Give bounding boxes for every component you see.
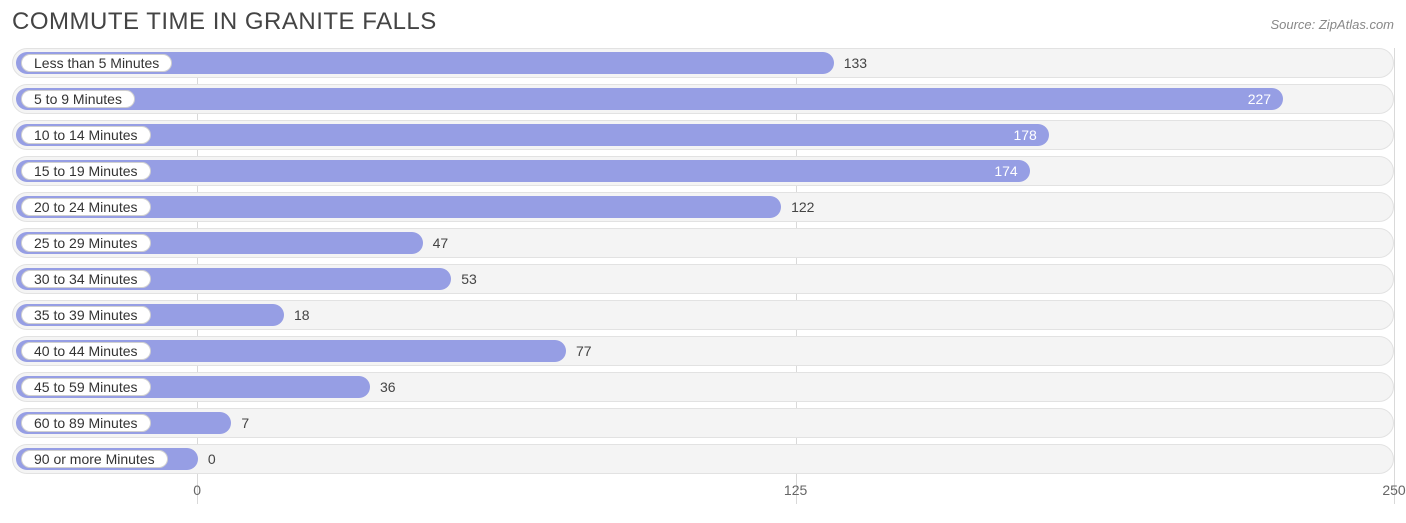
bar-category-label: 40 to 44 Minutes [21, 342, 151, 360]
bar-row: 20 to 24 Minutes 122 [12, 192, 1394, 222]
bar-row: 15 to 19 Minutes 174 [12, 156, 1394, 186]
bar-row: 30 to 34 Minutes 53 [12, 264, 1394, 294]
x-axis-tick: 125 [784, 482, 807, 498]
bar-category-label: 90 or more Minutes [21, 450, 168, 468]
bar-value-label: 133 [844, 49, 867, 77]
chart-header: COMMUTE TIME IN GRANITE FALLS Source: Zi… [12, 8, 1394, 36]
bar-value-label: 77 [576, 337, 592, 365]
bar-value-label: 0 [208, 445, 216, 473]
bar-row: 35 to 39 Minutes 18 [12, 300, 1394, 330]
bar-category-label: 60 to 89 Minutes [21, 414, 151, 432]
bar-row: 90 or more Minutes 0 [12, 444, 1394, 474]
bar-category-label: 10 to 14 Minutes [21, 126, 151, 144]
x-axis-tick: 0 [193, 482, 201, 498]
x-axis: 0125250 [12, 480, 1394, 504]
bar-category-label: 20 to 24 Minutes [21, 198, 151, 216]
bar-row: 60 to 89 Minutes 7 [12, 408, 1394, 438]
bar-row: 10 to 14 Minutes 178 [12, 120, 1394, 150]
x-axis-tick: 250 [1382, 482, 1405, 498]
bar-value-label: 174 [994, 157, 1017, 185]
bar-row: 40 to 44 Minutes 77 [12, 336, 1394, 366]
bar-row: 5 to 9 Minutes 227 [12, 84, 1394, 114]
chart-area: Less than 5 Minutes 133 5 to 9 Minutes 227 1… [12, 48, 1394, 504]
bar-row: 45 to 59 Minutes 36 [12, 372, 1394, 402]
bar-fill [16, 88, 1283, 110]
bar-value-label: 227 [1248, 85, 1271, 113]
bar-row: Less than 5 Minutes 133 [12, 48, 1394, 78]
bar-value-label: 18 [294, 301, 310, 329]
bar-category-label: 45 to 59 Minutes [21, 378, 151, 396]
bar-value-label: 53 [461, 265, 477, 293]
gridline [1394, 48, 1395, 504]
bar-row: 25 to 29 Minutes 47 [12, 228, 1394, 258]
bar-category-label: 15 to 19 Minutes [21, 162, 151, 180]
bar-category-label: 5 to 9 Minutes [21, 90, 135, 108]
bar-category-label: 30 to 34 Minutes [21, 270, 151, 288]
bar-value-label: 178 [1013, 121, 1036, 149]
bar-value-label: 7 [241, 409, 249, 437]
chart-source: Source: ZipAtlas.com [1270, 17, 1394, 32]
bar-fill [16, 124, 1049, 146]
bar-category-label: Less than 5 Minutes [21, 54, 172, 72]
chart-title: COMMUTE TIME IN GRANITE FALLS [12, 8, 437, 36]
bar-value-label: 122 [791, 193, 814, 221]
bar-fill [16, 160, 1030, 182]
bar-value-label: 36 [380, 373, 396, 401]
bar-rows: Less than 5 Minutes 133 5 to 9 Minutes 227 1… [12, 48, 1394, 474]
bar-category-label: 35 to 39 Minutes [21, 306, 151, 324]
bar-value-label: 47 [433, 229, 449, 257]
bar-category-label: 25 to 29 Minutes [21, 234, 151, 252]
